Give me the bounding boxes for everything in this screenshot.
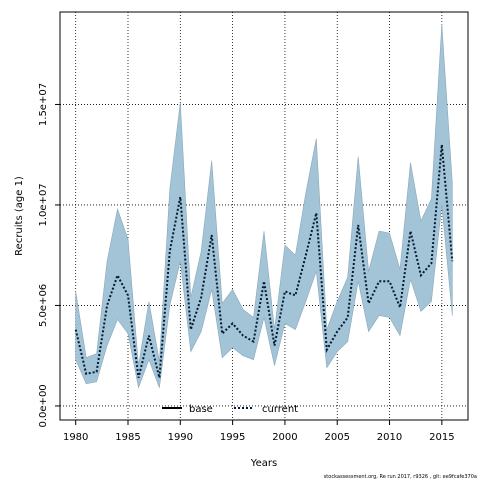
confidence-band-group bbox=[75, 24, 453, 389]
x-tick-label-2005: 2005 bbox=[325, 432, 350, 443]
x-tick-label-1995: 1995 bbox=[220, 432, 245, 443]
confidence-band bbox=[75, 24, 453, 389]
x-tick-label-2010: 2010 bbox=[377, 432, 402, 443]
y-tick-label-2: 1.0e+07 bbox=[38, 183, 49, 226]
y-tick-label-3: 1.5e+07 bbox=[38, 83, 49, 126]
x-tick-label-1985: 1985 bbox=[115, 432, 140, 443]
x-tick-label-2000: 2000 bbox=[272, 432, 297, 443]
legend-label-base: base bbox=[189, 404, 213, 415]
x-tick-label-2015: 2015 bbox=[429, 432, 454, 443]
series-line-current bbox=[74, 144, 454, 379]
x-axis: 1980 1985 1990 1995 2000 2005 2010 2015 bbox=[63, 420, 455, 443]
footnote: stockassessment.org, Re run 2017, r9326 … bbox=[324, 474, 477, 480]
x-tick-label-1990: 1990 bbox=[168, 432, 193, 443]
y-axis-title: Recruits (age 1) bbox=[14, 176, 25, 256]
y-axis: 0.0e+00 5.0e+06 1.0e+07 1.5e+07 bbox=[38, 83, 60, 427]
y-tick-label-1: 5.0e+06 bbox=[38, 284, 49, 327]
legend: base current bbox=[162, 404, 298, 415]
x-axis-title: Years bbox=[250, 458, 277, 469]
legend-label-current: current bbox=[262, 404, 298, 415]
plot-frame bbox=[59, 11, 469, 421]
series-line-group bbox=[74, 144, 454, 379]
x-tick-label-1980: 1980 bbox=[63, 432, 88, 443]
y-tick-label-0: 0.0e+00 bbox=[38, 384, 49, 427]
